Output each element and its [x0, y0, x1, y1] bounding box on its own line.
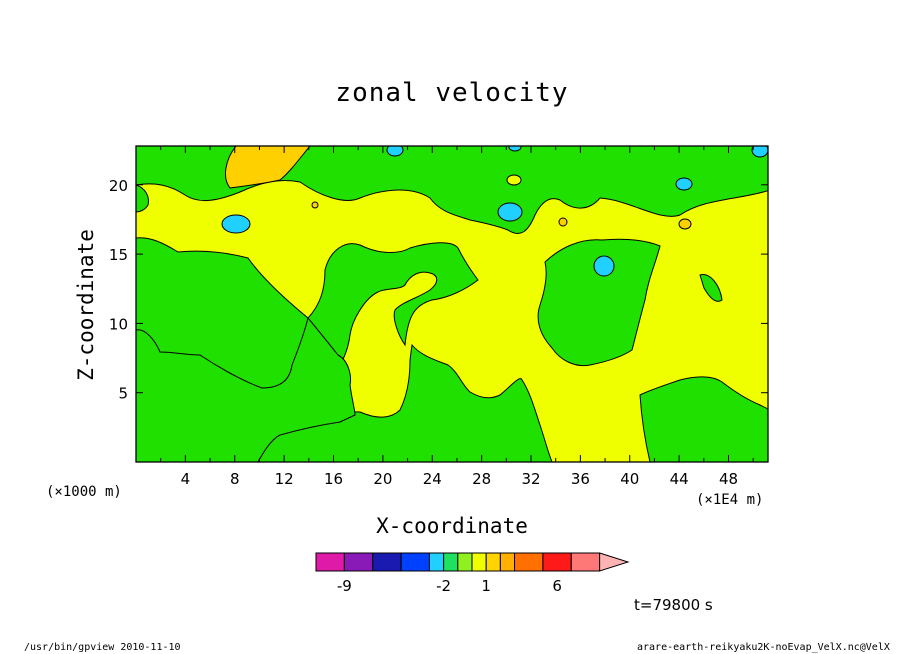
x-axis-label: X-coordinate: [376, 514, 528, 538]
colorbar-bin-2: [372, 552, 402, 572]
x-tick-20: 20: [373, 146, 392, 488]
chart-title: zonal velocity: [335, 78, 569, 108]
x-tick-label-24: 24: [423, 470, 442, 488]
strong-positive-spot-2: [311, 201, 319, 209]
x-tick-label-32: 32: [521, 470, 540, 488]
x-tick-label-16: 16: [324, 470, 343, 488]
colorbar-label-1: -2: [436, 577, 451, 595]
colorbar-bin-0: [315, 552, 345, 572]
colorbar-bin-5: [443, 552, 459, 572]
x-tick-44: 44: [670, 146, 689, 488]
x-tick-label-40: 40: [620, 470, 639, 488]
x-tick-12: 12: [275, 146, 294, 488]
strong-positive-spot-1: [558, 217, 568, 227]
negative-region-5: [699, 274, 723, 302]
colorbar: -9 -2 1 6: [315, 552, 630, 595]
y-tick-label-10: 10: [109, 315, 128, 333]
y-axis-label: Z-coordinate: [74, 229, 98, 381]
negative-region-6: [136, 184, 149, 213]
x-tick-label-44: 44: [670, 470, 689, 488]
colorbar-label-2: 1: [481, 577, 491, 595]
colorbar-bin-1: [343, 552, 374, 572]
colorbar-bin-4: [428, 552, 445, 572]
colorbar-bin-6: [457, 552, 473, 572]
x-tick-label-48: 48: [719, 470, 738, 488]
strong-negative-spot-6: [751, 146, 768, 158]
y-tick-10: 10: [109, 315, 768, 333]
x-tick-label-8: 8: [230, 470, 240, 488]
colorbar-bin-7: [471, 552, 487, 572]
x-tick-4: 4: [181, 146, 191, 488]
strong-positive-region-0: [224, 146, 311, 189]
colorbar-bin-8: [485, 552, 501, 572]
colorbar-bin-9: [499, 552, 516, 572]
negative-region-0: [136, 146, 768, 234]
plot-frame: [135, 145, 769, 463]
y-axis-unit: (×1000 m): [46, 484, 122, 500]
x-tick-36: 36: [571, 146, 590, 488]
x-tick-40: 40: [620, 146, 639, 488]
strong-positive-spot-0: [678, 218, 692, 230]
strong-negative-spot-0: [221, 214, 251, 234]
x-tick-label-36: 36: [571, 470, 590, 488]
colorbar-bin-3: [400, 552, 430, 572]
x-tick-32: 32: [521, 146, 541, 488]
x-axis-unit: (×1E4 m): [696, 492, 764, 508]
y-tick-20: 20: [109, 177, 768, 195]
y-tick-5: 5: [118, 385, 768, 403]
strong-negative-spot-5: [508, 146, 522, 152]
negative-region-2: [136, 316, 356, 462]
y-tick-label-5: 5: [118, 385, 128, 403]
x-tick-label-28: 28: [472, 470, 491, 488]
colorbar-bin-11: [542, 552, 572, 572]
strong-negative-spot-2: [593, 255, 615, 277]
x-tick-24: 24: [423, 146, 442, 488]
colorbar-arrow: [599, 552, 630, 572]
negative-region-3: [537, 238, 661, 367]
positive-island: [506, 174, 522, 186]
y-tick-label-20: 20: [109, 177, 128, 195]
x-tick-label-20: 20: [373, 470, 392, 488]
x-tick-8: 8: [230, 146, 240, 488]
time-label: t=79800 s: [634, 596, 713, 614]
y-tick-15: 15: [109, 246, 768, 264]
x-tick-label-4: 4: [181, 470, 191, 488]
strong-negative-spot-1: [497, 202, 523, 222]
footer-left-text: /usr/bin/gpview 2010-11-10: [24, 642, 181, 653]
colorbar-bin-10: [514, 552, 544, 572]
strong-negative-spot-4: [386, 146, 404, 157]
strong-negative-spot-3: [675, 177, 693, 191]
y-tick-label-15: 15: [109, 246, 128, 264]
x-tick-28: 28: [472, 146, 491, 488]
colorbar-bin-12: [570, 552, 601, 572]
colorbar-label-3: 6: [552, 577, 562, 595]
colorbar-label-0: -9: [337, 577, 352, 595]
contour-field: [136, 146, 768, 462]
negative-region-4: [639, 376, 768, 462]
x-tick-label-12: 12: [275, 470, 294, 488]
footer-right-text: arare-earth-reikyaku2K-noEvap_VelX.nc@Ve…: [637, 642, 890, 653]
x-tick-48: 48: [719, 146, 738, 488]
x-tick-16: 16: [324, 146, 343, 488]
